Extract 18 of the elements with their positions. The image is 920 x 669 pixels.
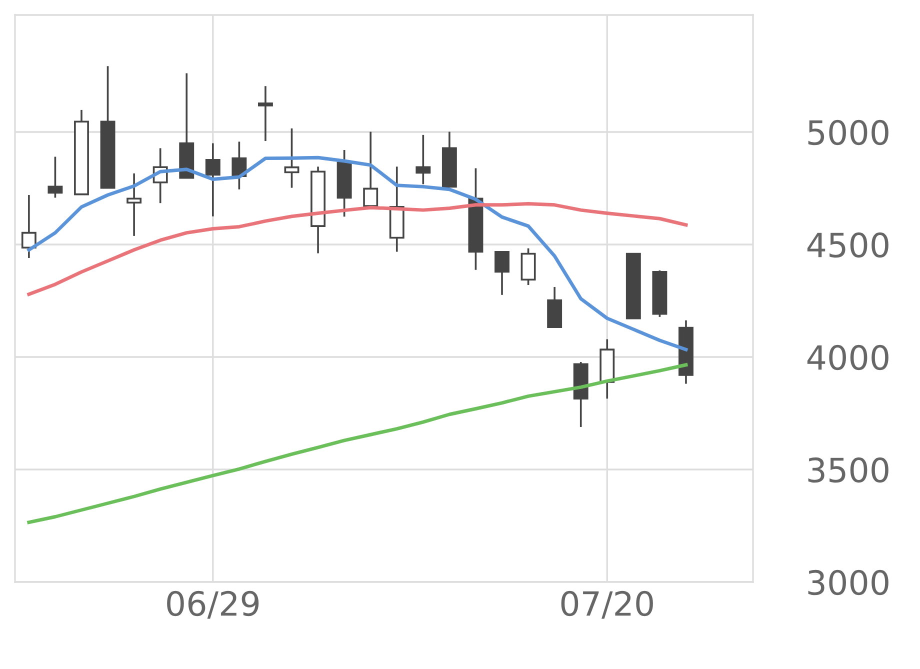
candlestick (126, 172, 142, 237)
candlestick (494, 251, 510, 296)
y-tick-label: 3500 (808, 457, 888, 483)
x-tick-label: 07/20 (561, 590, 653, 619)
candlestick (205, 142, 220, 218)
candlestick (48, 156, 63, 199)
candlestick (416, 134, 431, 186)
y-tick-label: 3000 (808, 570, 888, 596)
x-tick-label: 06/29 (167, 590, 259, 619)
candlestick (258, 85, 273, 142)
candlestick (363, 130, 378, 207)
line-series (27, 363, 688, 524)
candlestick (284, 127, 300, 189)
y-tick-label: 4500 (807, 232, 888, 258)
line-series (27, 156, 688, 352)
y-tick-label: 4000 (807, 344, 888, 370)
y-tick-label: 5000 (808, 120, 888, 146)
candlestick (21, 194, 36, 259)
